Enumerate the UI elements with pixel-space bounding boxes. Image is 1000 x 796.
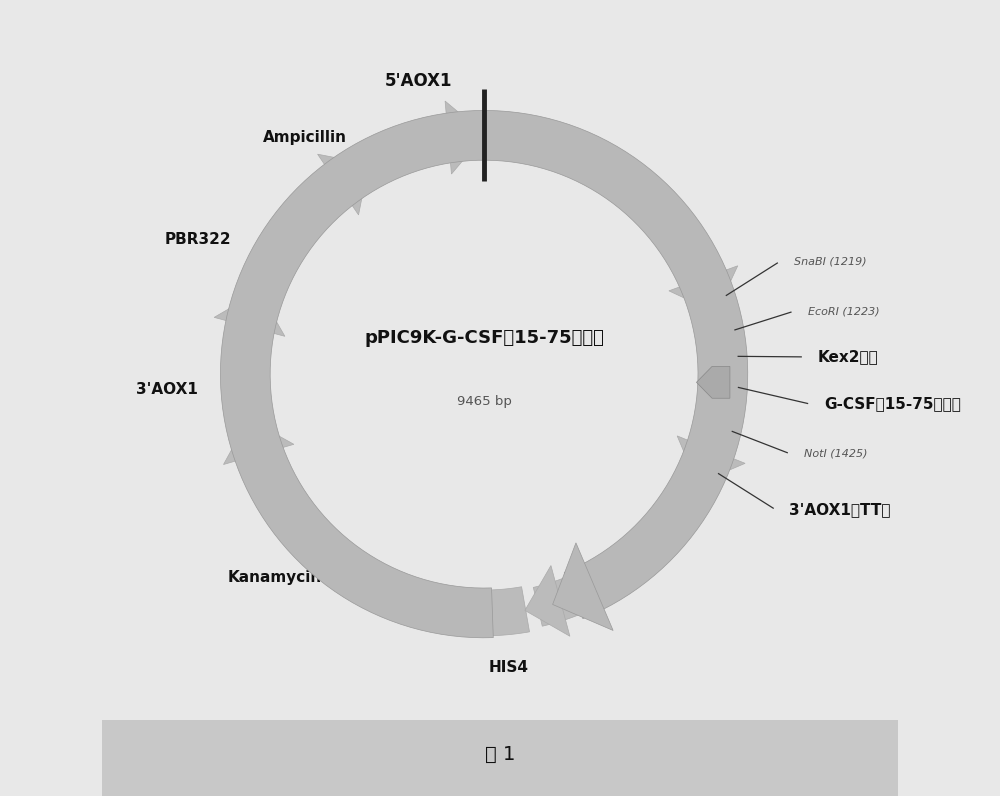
Polygon shape — [225, 298, 275, 437]
Polygon shape — [525, 565, 570, 636]
Text: Kanamycin: Kanamycin — [227, 570, 322, 584]
FancyBboxPatch shape — [102, 720, 898, 796]
Polygon shape — [674, 307, 743, 503]
Text: 3'AOX1（TT）: 3'AOX1（TT） — [789, 502, 891, 517]
Polygon shape — [696, 366, 730, 398]
Polygon shape — [386, 574, 530, 636]
Text: G-CSF（15-75）多肽: G-CSF（15-75）多肽 — [824, 396, 961, 412]
Polygon shape — [475, 115, 730, 306]
Polygon shape — [533, 490, 703, 626]
Text: 5'AOX1: 5'AOX1 — [385, 72, 452, 90]
Polygon shape — [214, 291, 285, 337]
Text: 9465 bp: 9465 bp — [457, 396, 512, 408]
Text: 3'AOX1: 3'AOX1 — [136, 381, 198, 396]
Text: EcoRI (1223): EcoRI (1223) — [808, 306, 879, 316]
Text: PBR322: PBR322 — [164, 232, 231, 247]
Polygon shape — [553, 543, 613, 630]
Text: pPIC9K-G-CSF（15-75）多肽: pPIC9K-G-CSF（15-75）多肽 — [364, 330, 604, 347]
Polygon shape — [677, 436, 745, 484]
Polygon shape — [669, 266, 738, 313]
Polygon shape — [351, 115, 473, 186]
Polygon shape — [445, 101, 485, 174]
Polygon shape — [318, 154, 369, 215]
Text: 图 1: 图 1 — [485, 745, 515, 764]
Text: Ampicillin: Ampicillin — [263, 130, 347, 145]
Polygon shape — [223, 419, 294, 465]
Text: SnaBI (1219): SnaBI (1219) — [794, 256, 866, 267]
Text: NotI (1425): NotI (1425) — [804, 449, 867, 458]
Polygon shape — [220, 111, 748, 638]
Text: HIS4: HIS4 — [489, 660, 529, 674]
Polygon shape — [234, 431, 399, 612]
Text: Kex2位点: Kex2位点 — [818, 349, 879, 364]
Polygon shape — [238, 154, 368, 306]
